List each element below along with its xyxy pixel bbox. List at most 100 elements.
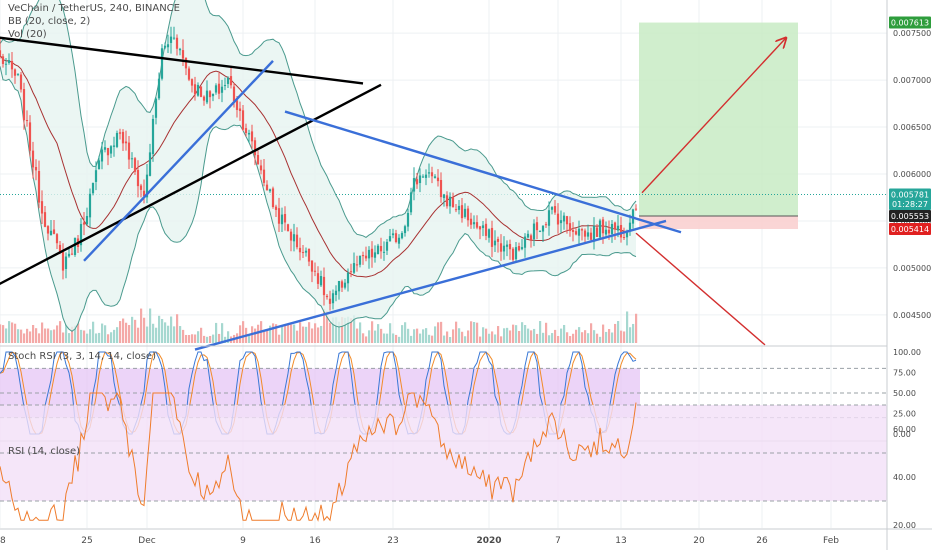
candle-body (130, 158, 134, 160)
candle-body (292, 234, 296, 242)
volume-bar (221, 323, 224, 343)
candle (523, 233, 527, 258)
candle (163, 42, 167, 50)
candle-body (352, 263, 356, 273)
candle (508, 239, 512, 260)
volume-bar (446, 331, 449, 343)
candle-body (274, 206, 278, 210)
candle-body (241, 110, 245, 130)
candle-body (88, 193, 92, 218)
symbol-title[interactable]: VeChain / TetherUS, 240, BINANCE (8, 3, 180, 14)
candle-body (595, 227, 599, 237)
candle-body (229, 76, 233, 86)
candle (400, 231, 404, 240)
candle-body (496, 238, 500, 242)
candle (289, 228, 293, 252)
volume-bar (0, 324, 2, 343)
candle (589, 227, 593, 242)
candle-body (79, 224, 83, 246)
candle-body (163, 45, 167, 48)
vol-legend[interactable]: Vol (20) (8, 29, 47, 40)
candle-body (262, 169, 266, 183)
stoch-legend[interactable]: Stoch RSI (3, 3, 14, 14, close) (8, 351, 156, 362)
candle (262, 158, 266, 187)
candle-body (505, 244, 509, 247)
volume-bar (461, 331, 464, 343)
candle-body (160, 48, 164, 79)
volume-bar (212, 334, 215, 343)
candle-body (571, 230, 575, 232)
candle (571, 222, 575, 242)
candle (361, 251, 365, 265)
time-tick-label: 2020 (476, 536, 501, 546)
volume-bar (143, 317, 146, 343)
bear-target-line (635, 232, 766, 346)
candle-body (469, 218, 473, 225)
candle-body (256, 155, 260, 165)
volume-bar (350, 318, 353, 343)
candle-body (97, 160, 101, 170)
volume-bar (482, 327, 485, 343)
volume-bar (146, 326, 149, 343)
time-tick-label: 13 (615, 536, 626, 546)
candle-body (16, 73, 20, 75)
volume-bar (629, 327, 632, 343)
trend-lines[interactable] (0, 37, 786, 351)
candle (358, 255, 362, 268)
volume-bar (224, 336, 227, 343)
volume-bar (524, 325, 527, 343)
rsi-line (0, 391, 637, 522)
candle (526, 230, 530, 239)
volume-bar (149, 308, 152, 343)
price-badge-text: 01:28:27 (892, 200, 928, 209)
candle-body (250, 131, 254, 142)
time-tick-label: 16 (309, 536, 321, 546)
candle (577, 220, 581, 247)
candle (40, 190, 44, 225)
candle-body (103, 147, 107, 150)
candle-body (85, 216, 89, 225)
volume-bar (110, 332, 113, 343)
candle (430, 166, 434, 184)
volume-bar (545, 322, 548, 343)
volume-bar (380, 328, 383, 343)
volume-bar (77, 323, 80, 343)
volume-bar (371, 321, 374, 343)
candle (139, 183, 143, 198)
volume-bar (116, 327, 119, 343)
volume-bar (122, 318, 125, 343)
candle (388, 229, 392, 242)
candle-body (247, 132, 251, 135)
candle (514, 241, 518, 262)
candle (286, 223, 290, 232)
candle (238, 101, 242, 121)
volume-bar (413, 329, 416, 343)
volume-bar (572, 333, 575, 343)
candle-body (484, 223, 488, 236)
time-tick-label: 25 (81, 536, 92, 546)
candle-body (52, 229, 56, 234)
candle-body (238, 108, 242, 111)
candle (412, 167, 416, 201)
candle (547, 201, 551, 236)
candle (88, 188, 92, 228)
candle (454, 204, 458, 213)
volume-bar (359, 322, 362, 343)
candle (595, 224, 599, 238)
bb-legend[interactable]: BB (20, close, 2) (8, 16, 91, 27)
volume-bar (140, 308, 143, 343)
candle-body (328, 298, 332, 304)
candle-body (457, 205, 461, 210)
candle (415, 173, 419, 189)
candle-body (196, 84, 200, 96)
rsi-legend[interactable]: RSI (14, close) (8, 446, 81, 457)
candle-body (556, 213, 560, 225)
candle-body (388, 236, 392, 242)
candle (121, 129, 125, 152)
candle-body (91, 182, 95, 194)
candle (337, 280, 341, 300)
candle-body (265, 184, 269, 191)
candle-body (172, 37, 176, 39)
candle-body (166, 44, 170, 48)
